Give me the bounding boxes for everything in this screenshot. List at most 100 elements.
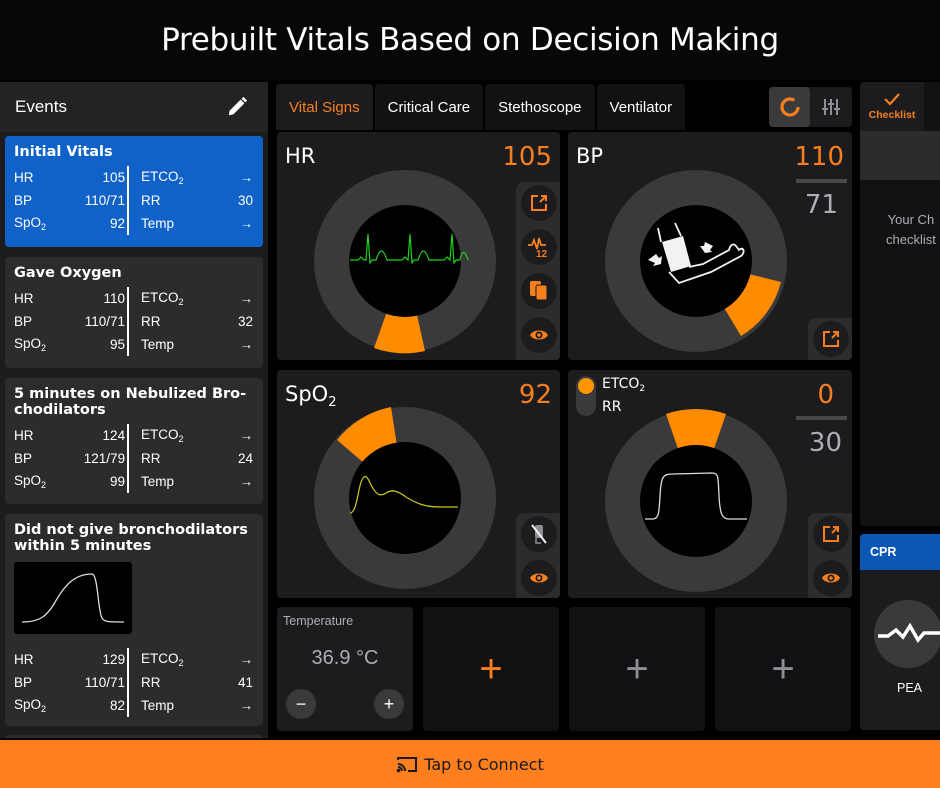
event-card-nebulized-bronchodilators[interactable]: 5 minutes on Nebulized Bro-chodilators H… <box>5 378 263 504</box>
pencil-icon[interactable] <box>226 96 248 118</box>
checkmark-icon <box>884 93 900 106</box>
events-header: Events <box>0 82 268 132</box>
bp-value: 110/71 <box>84 314 126 329</box>
eye-icon <box>530 573 548 583</box>
bp-tile[interactable]: BP 110 71 <box>568 132 852 360</box>
spo2-label: SpO2 <box>14 215 47 232</box>
bp-gauge <box>605 170 787 352</box>
spo2-value: 92 <box>110 216 126 231</box>
etco2-tile[interactable]: ETCO2 RR 0 30 <box>568 370 852 598</box>
hr-value: 129 <box>102 652 126 667</box>
cast-icon <box>396 757 418 773</box>
event-card-no-bronchodilators[interactable]: Did not give bronchodilators within 5 mi… <box>5 514 263 726</box>
etco2-visibility-button[interactable] <box>813 560 849 596</box>
spo2-action-rail <box>516 513 560 598</box>
open-external-icon <box>823 331 839 347</box>
add-vital-slot-1[interactable]: + <box>423 607 559 731</box>
plus-icon: + <box>625 647 649 691</box>
probe-off-button[interactable] <box>521 516 557 552</box>
spo2-visibility-button[interactable] <box>521 560 557 596</box>
add-vital-slot-2[interactable]: + <box>569 607 705 731</box>
pea-waveform-icon <box>878 622 940 644</box>
rr-value: 30 <box>237 193 254 208</box>
etco2-action-rail <box>808 513 852 598</box>
tab-ventilator[interactable]: Ventilator <box>596 84 686 130</box>
bp-separator <box>796 179 847 183</box>
tab-vital-signs[interactable]: Vital Signs <box>276 84 373 130</box>
tap-to-connect-button[interactable]: Tap to Connect <box>0 740 940 788</box>
etco2-rr-toggle[interactable] <box>576 376 596 416</box>
temp-label: Temp <box>140 216 174 231</box>
event-title: Did not give bronchodilators within 5 mi… <box>14 522 248 554</box>
twelve-lead-button[interactable]: 12 <box>521 229 557 265</box>
etco2-label: ETCO2 <box>140 169 184 186</box>
pea-rhythm-button[interactable] <box>874 600 940 668</box>
hr-tile[interactable]: HR 105 12 <box>277 132 560 360</box>
plus-icon: + <box>771 647 795 691</box>
temp-label: Temp <box>140 698 174 713</box>
spo2-value: 92 <box>518 380 552 410</box>
temp-value: → <box>239 337 254 352</box>
bp-cuff-icon <box>648 222 745 285</box>
checklist-header-bar <box>860 131 940 180</box>
cpr-header: CPR <box>860 534 940 570</box>
hr-label: HR <box>285 144 316 168</box>
hr-label: HR <box>14 428 34 443</box>
spo2-tile[interactable]: SpO2 92 <box>277 370 560 598</box>
tab-checklist[interactable]: Checklist <box>860 82 924 131</box>
pleth-waveform <box>349 475 458 514</box>
divider <box>127 648 129 717</box>
rr-value: 32 <box>237 314 254 329</box>
eye-icon <box>530 330 548 340</box>
bp-action-rail <box>808 318 852 360</box>
hr-open-button[interactable] <box>521 185 557 221</box>
event-card-gave-oxygen[interactable]: Gave Oxygen HR 110 BP 110/71 SpO2 95 ETCO2 →… <box>5 257 263 368</box>
bp-label: BP <box>14 314 33 329</box>
add-vital-slot-3[interactable]: + <box>715 607 851 731</box>
spo2-value: 82 <box>110 698 126 713</box>
etco2-label: ETCO2 <box>140 427 184 444</box>
defib-pads-button[interactable] <box>521 273 557 309</box>
rr-label: RR <box>140 193 161 208</box>
etco2-value: → <box>239 170 254 185</box>
bp-label: BP <box>14 675 33 690</box>
rr-label: RR <box>140 314 161 329</box>
etco2-label: ETCO2 <box>140 290 184 307</box>
sliders-view-button[interactable] <box>810 87 851 127</box>
temp-value: → <box>239 474 254 489</box>
gauge-view-button[interactable] <box>769 87 810 127</box>
capnography-waveform <box>645 472 747 520</box>
temperature-decrease-button[interactable]: − <box>286 689 316 719</box>
bp-label: BP <box>14 451 33 466</box>
hr-action-rail: 12 <box>516 182 560 360</box>
hr-visibility-button[interactable] <box>521 317 557 353</box>
spo2-label: SpO2 <box>14 697 47 714</box>
event-card-next[interactable] <box>5 735 263 738</box>
checklist-empty-message: Your Ch checklist <box>886 212 936 247</box>
tab-bar: Vital Signs Critical Care Stethoscope Ve… <box>276 84 686 132</box>
spo2-label: SpO2 <box>285 382 337 410</box>
bp-open-button[interactable] <box>813 321 849 357</box>
temperature-increase-button[interactable]: + <box>374 689 404 719</box>
bp-label: BP <box>576 144 604 168</box>
rr-value: 24 <box>237 451 254 466</box>
temp-label: Temp <box>140 337 174 352</box>
spo2-value: 99 <box>110 474 126 489</box>
hr-value: 105 <box>102 170 126 185</box>
etco2-value: → <box>239 291 254 306</box>
spo2-label: SpO2 <box>14 336 47 353</box>
rr-label: RR <box>602 399 622 415</box>
tab-stethoscope[interactable]: Stethoscope <box>485 84 595 130</box>
cpr-panel: CPR PEA <box>860 534 940 730</box>
tab-critical-care[interactable]: Critical Care <box>374 84 484 130</box>
etco2-open-button[interactable] <box>813 516 849 552</box>
probe-disconnected-icon <box>531 524 547 544</box>
etco2-value: 0 <box>817 380 834 410</box>
twelve-lead-ecg-icon: 12 <box>528 237 548 258</box>
event-card-initial-vitals[interactable]: Initial Vitals HR 105 BP 110/71 SpO2 92 ETC… <box>5 136 263 247</box>
etco2-label: ETCO2 <box>602 376 646 394</box>
spo2-value: 95 <box>110 337 126 352</box>
event-title: Gave Oxygen <box>14 265 122 281</box>
bp-systolic: 110 <box>794 142 844 172</box>
etco2-value: → <box>239 428 254 443</box>
